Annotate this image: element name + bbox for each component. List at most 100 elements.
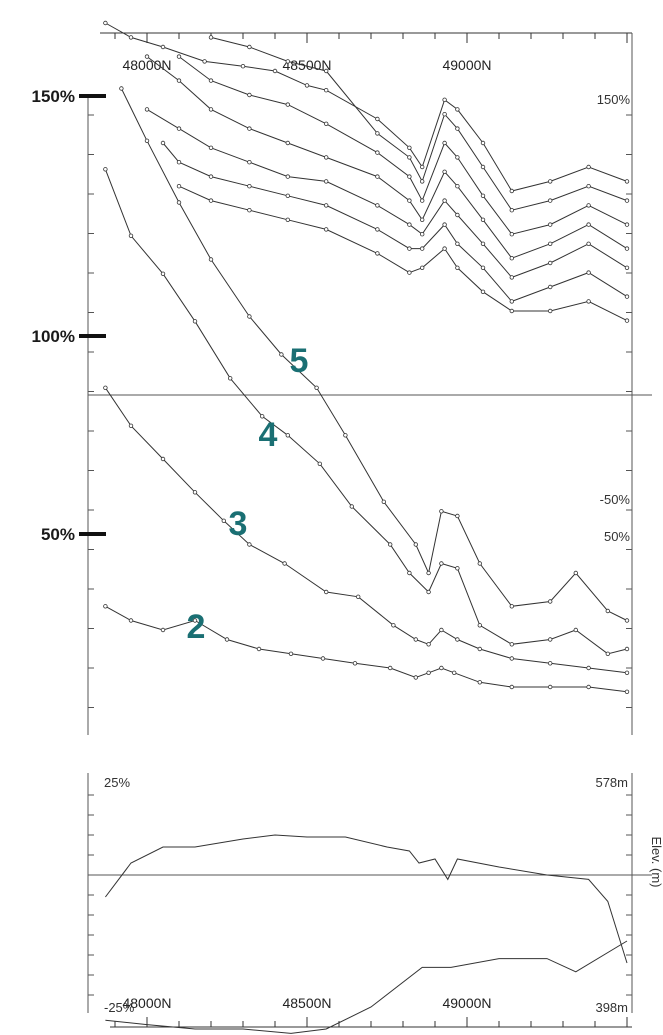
lower-right-label: 398m [595, 1000, 628, 1015]
series-line [104, 169, 628, 655]
data-point [103, 385, 108, 390]
data-point [442, 169, 447, 174]
data-point [208, 78, 214, 83]
data-point [624, 179, 630, 184]
data-point [426, 670, 431, 675]
data-point [509, 642, 514, 647]
data-point [413, 637, 418, 642]
data-point [586, 222, 591, 227]
data-point [247, 314, 252, 319]
data-point [160, 140, 166, 146]
data-point [509, 231, 514, 237]
lower-right-label: 50% [604, 529, 630, 544]
data-point [624, 294, 630, 299]
data-point [624, 198, 630, 203]
left-scale-label: 150% [32, 87, 75, 106]
series-line [105, 940, 628, 1034]
data-point [420, 265, 425, 270]
data-point [477, 623, 482, 628]
data-point [349, 504, 354, 509]
data-point [208, 35, 214, 40]
data-point [509, 256, 514, 261]
data-point [208, 257, 214, 262]
data-point [509, 656, 514, 661]
data-point [624, 246, 630, 251]
data-point [208, 198, 214, 203]
data-point [624, 265, 630, 270]
data-point [407, 198, 412, 203]
data-point [442, 222, 447, 227]
data-point [324, 227, 329, 232]
data-point [285, 59, 290, 64]
data-point [624, 318, 630, 323]
data-point [247, 183, 252, 189]
curve-label-5: 5 [290, 342, 309, 380]
data-point [324, 121, 329, 126]
left-scale-label: 100% [32, 327, 75, 346]
data-point [442, 246, 447, 251]
data-point [240, 63, 246, 69]
series-line [210, 36, 628, 211]
data-point [439, 665, 444, 671]
data-point [202, 59, 207, 64]
data-point [573, 627, 578, 633]
data-point [356, 594, 361, 599]
data-point [407, 222, 412, 227]
data-point [548, 241, 553, 246]
data-point [455, 183, 460, 189]
lower-x-tick-label: 48500N [282, 995, 331, 1011]
data-point [455, 513, 460, 519]
data-point [420, 246, 425, 251]
upper-right-label: -50% [600, 492, 631, 507]
data-point [586, 299, 591, 304]
data-point [586, 665, 591, 671]
data-point [375, 174, 380, 179]
upper-x-tick-label: 48000N [122, 57, 171, 73]
data-point [176, 126, 182, 131]
data-point [480, 241, 486, 246]
data-point [586, 164, 591, 170]
data-point [480, 193, 486, 198]
data-point [480, 140, 486, 146]
data-point [279, 352, 284, 357]
data-point [413, 675, 418, 680]
curve-label-3: 3 [229, 505, 248, 543]
data-point [477, 646, 482, 652]
data-point [176, 54, 182, 59]
data-point [103, 167, 108, 172]
data-point [548, 599, 553, 604]
data-point [586, 203, 591, 208]
lower-series-group [105, 834, 628, 1034]
data-point [624, 618, 630, 623]
data-point [548, 222, 553, 227]
data-point [509, 275, 514, 280]
data-point [548, 308, 553, 314]
data-point [407, 155, 412, 160]
data-point [317, 461, 322, 466]
data-point [605, 651, 610, 656]
series-line [105, 22, 628, 192]
series-line [146, 56, 628, 259]
lower-left-label: 25% [104, 775, 130, 790]
data-point [192, 319, 198, 324]
data-point [426, 570, 431, 576]
data-point [420, 179, 425, 184]
data-point [388, 665, 393, 671]
data-point [176, 78, 182, 83]
data-point [455, 566, 460, 571]
data-point [509, 604, 514, 609]
data-point [260, 414, 265, 419]
data-point [407, 174, 412, 179]
data-point [160, 44, 166, 50]
lower-y-ticks [88, 794, 632, 996]
data-point [480, 265, 486, 270]
data-point [455, 155, 460, 160]
data-point [391, 623, 396, 628]
data-point [439, 561, 444, 566]
data-point [420, 198, 425, 203]
data-point [452, 670, 457, 675]
lower-x-ticks [114, 1017, 628, 1027]
data-point [160, 627, 166, 633]
left-scale-label: 50% [41, 525, 75, 544]
